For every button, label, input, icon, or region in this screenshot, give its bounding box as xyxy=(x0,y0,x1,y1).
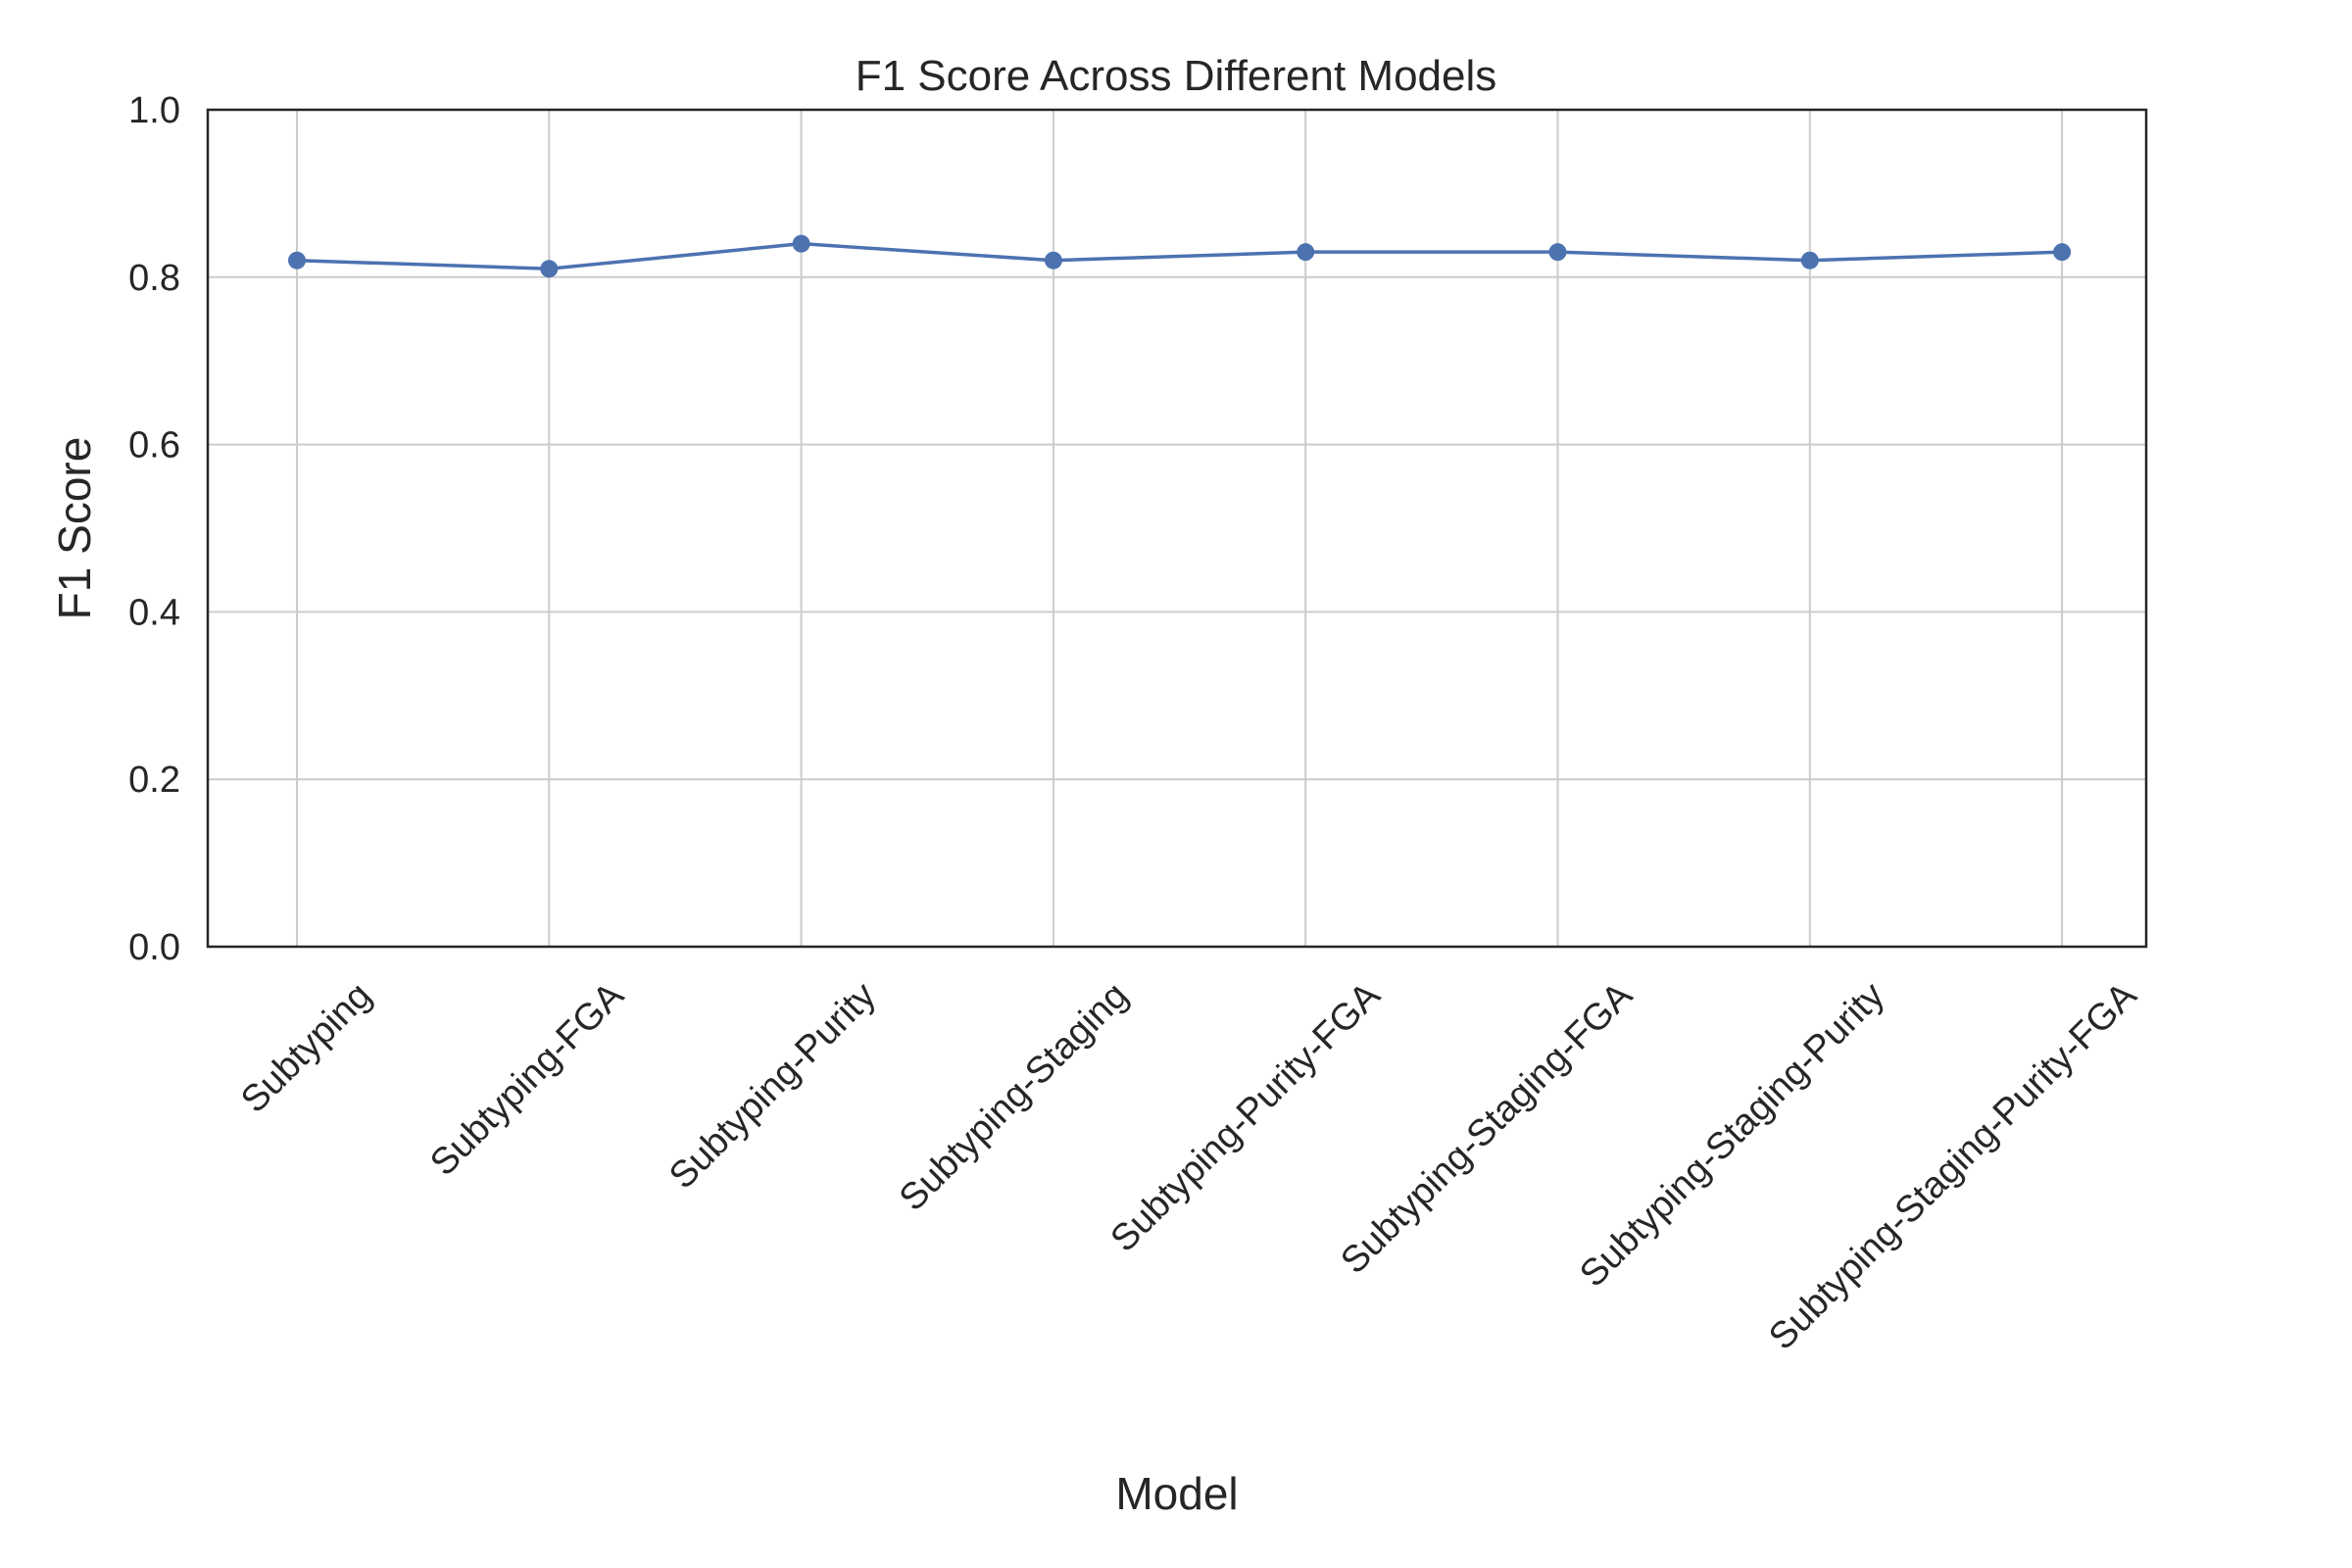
x-tick-label: Subtyping-Staging-FGA xyxy=(1333,974,1641,1282)
plot-frame xyxy=(206,108,2148,949)
y-tick-label: 1.0 xyxy=(128,90,180,131)
y-axis-label: F1 Score xyxy=(49,437,100,620)
data-point xyxy=(1548,243,1567,262)
x-tick-label: Subtyping-Staging xyxy=(892,975,1136,1219)
y-tick-label: 0.0 xyxy=(128,927,180,968)
y-axis-ticks: 0.0 0.2 0.4 0.6 0.8 1.0 xyxy=(128,90,180,968)
data-point xyxy=(1044,251,1062,270)
data-point xyxy=(1297,243,1315,262)
data-point xyxy=(288,251,306,270)
x-tick-label: Subtyping-Purity xyxy=(662,975,884,1198)
data-point xyxy=(540,260,559,278)
data-point xyxy=(1800,251,1819,270)
data-point xyxy=(2053,243,2072,262)
grid-lines xyxy=(208,109,2146,948)
x-tick-label: Subtyping-Purity-FGA xyxy=(1103,974,1389,1259)
x-axis-label: Model xyxy=(1115,1468,1238,1519)
series-layer xyxy=(288,234,2072,278)
x-tick-label: Subtyping xyxy=(233,975,379,1121)
y-tick-label: 0.2 xyxy=(128,760,180,801)
series-line xyxy=(296,241,2063,271)
y-tick-label: 0.6 xyxy=(128,425,180,466)
y-tick-label: 0.4 xyxy=(128,592,180,633)
x-axis-ticks: Subtyping Subtyping-FGA Subtyping-Purity Su… xyxy=(233,974,2145,1358)
chart-title: F1 Score Across Different Models xyxy=(856,52,1497,100)
x-tick-label: Subtyping-FGA xyxy=(422,974,632,1184)
y-tick-label: 0.8 xyxy=(128,258,180,299)
data-point xyxy=(792,234,810,253)
